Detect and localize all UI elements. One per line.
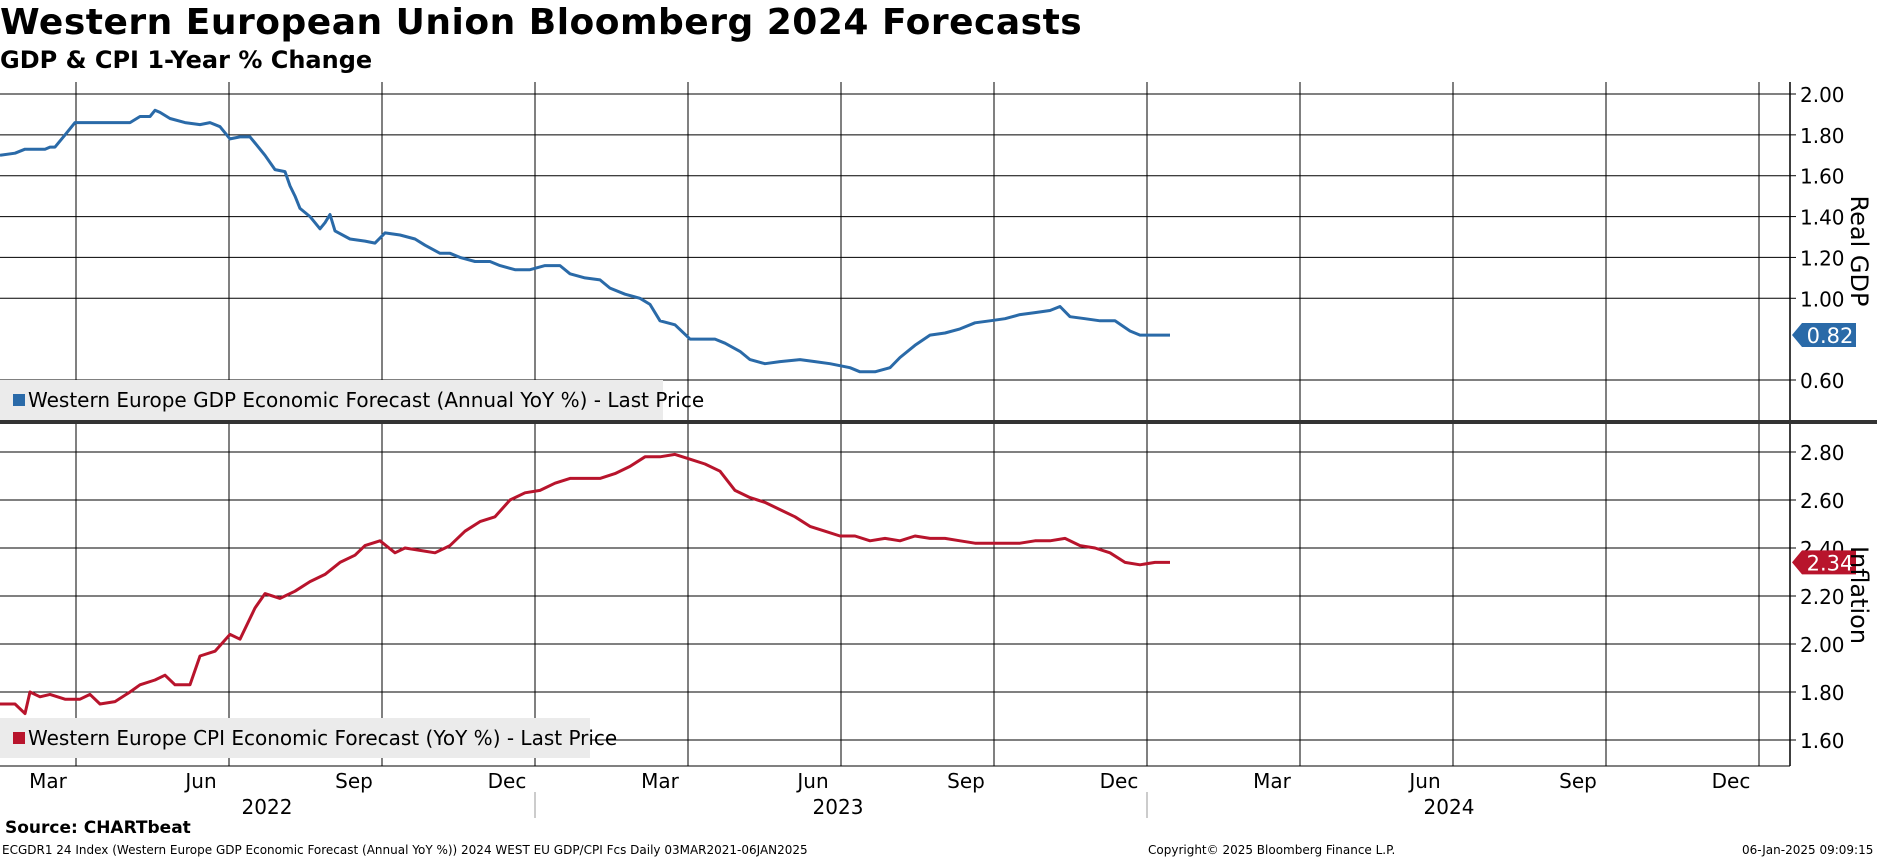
x-tick-label: Jun bbox=[795, 769, 828, 793]
x-tick-label: Mar bbox=[1253, 769, 1292, 793]
x-tick-label: Jun bbox=[183, 769, 216, 793]
legend-box bbox=[0, 718, 590, 758]
legend-swatch bbox=[13, 732, 25, 744]
y-tick-label: 2.00 bbox=[1800, 83, 1845, 107]
last-price-badge bbox=[1792, 550, 1856, 575]
series-line bbox=[0, 108, 1170, 374]
y-tick-label: 1.60 bbox=[1800, 729, 1845, 753]
ticker-line: ECGDR1 24 Index (Western Europe GDP Econ… bbox=[2, 843, 808, 857]
x-tick-label: Dec bbox=[1100, 769, 1139, 793]
y-tick-label: 0.60 bbox=[1800, 369, 1845, 393]
x-tick-label: Mar bbox=[29, 769, 68, 793]
y-tick-label: 1.80 bbox=[1800, 124, 1845, 148]
y-axis-title: Real GDP bbox=[1845, 196, 1873, 307]
x-tick-label: Mar bbox=[641, 769, 680, 793]
copyright-note: Copyright© 2025 Bloomberg Finance L.P. bbox=[1148, 843, 1396, 857]
x-tick-label: Sep bbox=[335, 769, 373, 793]
y-tick-label: 1.40 bbox=[1800, 206, 1845, 230]
y-tick-label: 1.60 bbox=[1800, 165, 1845, 189]
last-price-label: 0.82 bbox=[1807, 324, 1854, 348]
y-axis-title: Inflation bbox=[1845, 546, 1873, 644]
y-tick-label: 2.80 bbox=[1800, 441, 1845, 465]
y-tick-label: 1.20 bbox=[1800, 246, 1845, 270]
x-tick-label: Jun bbox=[1407, 769, 1440, 793]
page-title: Western European Union Bloomberg 2024 Fo… bbox=[0, 2, 1083, 43]
y-tick-label: 2.00 bbox=[1800, 633, 1845, 657]
page-subtitle: GDP & CPI 1-Year % Change bbox=[0, 46, 373, 74]
year-label: 2023 bbox=[813, 795, 864, 819]
legend-label: Western Europe GDP Economic Forecast (An… bbox=[28, 388, 704, 412]
x-tick-label: Dec bbox=[488, 769, 527, 793]
x-tick-label: Dec bbox=[1712, 769, 1751, 793]
legend-box bbox=[0, 380, 663, 420]
timestamp: 06-Jan-2025 09:09:15 bbox=[1742, 843, 1874, 857]
x-tick-label: Sep bbox=[947, 769, 985, 793]
legend-swatch bbox=[13, 394, 25, 406]
y-tick-label: 1.80 bbox=[1800, 681, 1845, 705]
series-line bbox=[0, 452, 1170, 716]
x-tick-label: Sep bbox=[1559, 769, 1597, 793]
y-tick-label: 1.00 bbox=[1800, 287, 1845, 311]
y-tick-label: 2.20 bbox=[1800, 585, 1845, 609]
year-label: 2022 bbox=[242, 795, 293, 819]
y-tick-label: 2.60 bbox=[1800, 489, 1845, 513]
year-label: 2024 bbox=[1424, 795, 1475, 819]
last-price-label: 2.34 bbox=[1807, 551, 1854, 575]
source-note: Source: CHARTbeat bbox=[5, 818, 191, 838]
last-price-badge bbox=[1792, 323, 1856, 348]
legend-label: Western Europe CPI Economic Forecast (Yo… bbox=[28, 726, 617, 750]
